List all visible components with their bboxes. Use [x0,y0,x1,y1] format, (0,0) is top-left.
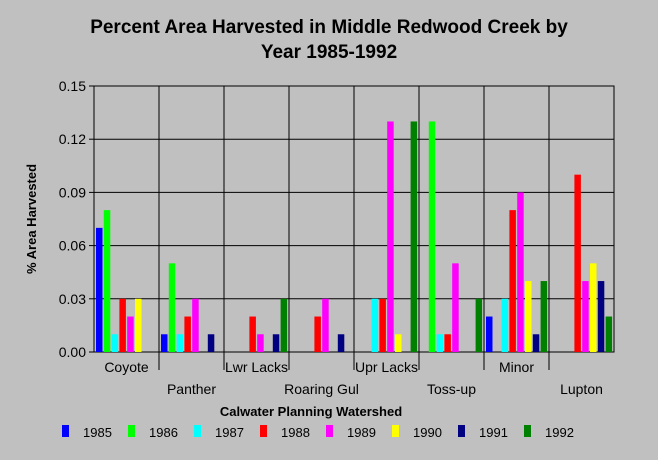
legend-swatch-1988 [260,425,267,437]
bar-1985-panther [161,334,168,352]
legend-swatch-1986 [128,425,135,437]
bar-1986-toss-up [428,121,436,352]
bar-1992-lupton [605,316,613,352]
bar-1988-toss-up [444,334,451,352]
legend-swatch-1990 [392,425,399,437]
legend-label-1992: 1992 [545,425,574,440]
bar-1986-panther [168,263,176,352]
bar-1989-lwr-lacks [257,334,264,352]
bar-1988-roaring-gul [314,316,321,352]
bar-1989-minor [517,192,524,352]
bar-1989-lupton [582,281,589,352]
bar-1992-toss-up [475,298,483,352]
bar-1991-lwr-lacks [272,334,280,352]
y-tick-label: 0.15 [59,78,86,94]
chart-title-line-1: Percent Area Harvested in Middle Redwood… [90,17,568,38]
bar-1985-coyote [96,227,103,352]
bar-1989-panther [192,298,199,352]
bar-1987-coyote [111,334,119,352]
bar-1986-coyote [103,210,111,352]
chart-title-line-2: Year 1985-1992 [261,42,397,63]
x-category-label: Upr Lacks [355,359,418,375]
bar-1992-minor [540,281,548,352]
bar-1989-coyote [127,316,134,352]
x-category-label: Lupton [560,381,603,397]
y-axis-ticks: 0.00 0.03 0.06 0.09 0.12 0.15 [59,78,94,360]
x-category-label: Coyote [104,359,149,375]
legend-label-1987: 1987 [215,425,244,440]
bar-1991-minor [532,334,540,352]
bar-1990-coyote [135,298,142,352]
bar-1988-lwr-lacks [249,316,256,352]
y-tick-label: 0.09 [59,184,86,200]
y-axis-title: % Area Harvested [24,164,39,274]
bar-1987-upr-lacks [371,298,379,352]
legend-label-1985: 1985 [83,425,112,440]
x-axis-category-labels: Coyote Panther Lwr Lacks Roaring Gul Upr Lac… [104,359,603,397]
y-tick-label: 0.00 [59,344,86,360]
legend-swatch-1987 [194,425,201,437]
legend-label-1986: 1986 [149,425,178,440]
x-category-label: Roaring Gul [284,381,359,397]
x-axis-title: Calwater Planning Watershed [220,404,402,419]
legend-swatch-1985 [62,425,69,437]
legend-label-1988: 1988 [281,425,310,440]
legend: 1985 1986 1987 1988 1989 1990 1991 1992 [62,425,574,440]
bar-1987-toss-up [436,334,444,352]
bar-1991-roaring-gul [337,334,345,352]
bar-1992-upr-lacks [410,121,418,352]
bar-1992-lwr-lacks [280,298,288,352]
x-category-label: Minor [499,359,534,375]
bar-1989-toss-up [452,263,459,352]
bar-1990-minor [525,281,532,352]
y-tick-label: 0.06 [59,238,86,254]
category-separators [158,86,550,370]
bar-1988-coyote [119,298,126,352]
x-category-label: Toss-up [427,381,476,397]
bar-1990-upr-lacks [395,334,402,352]
y-tick-label: 0.03 [59,291,86,307]
legend-label-1991: 1991 [479,425,508,440]
bar-1990-lupton [590,263,597,352]
bars [96,121,613,352]
legend-swatch-1989 [326,425,333,437]
bar-1987-minor [501,298,509,352]
bar-1988-minor [509,210,516,352]
x-category-label: Lwr Lacks [225,359,288,375]
bar-1988-panther [184,316,191,352]
bar-1991-lupton [597,281,605,352]
bar-1987-panther [176,334,184,352]
legend-label-1990: 1990 [413,425,442,440]
y-tick-label: 0.12 [59,131,86,147]
legend-swatch-1992 [524,425,531,437]
x-category-label: Panther [167,381,216,397]
bar-1988-lupton [574,174,581,352]
bar-1989-roaring-gul [322,298,329,352]
bar-1989-upr-lacks [387,121,394,352]
bar-1991-panther [207,334,215,352]
bar-1988-upr-lacks [379,298,386,352]
bar-1985-minor [486,316,493,352]
legend-label-1989: 1989 [347,425,376,440]
legend-swatch-1991 [458,425,465,437]
